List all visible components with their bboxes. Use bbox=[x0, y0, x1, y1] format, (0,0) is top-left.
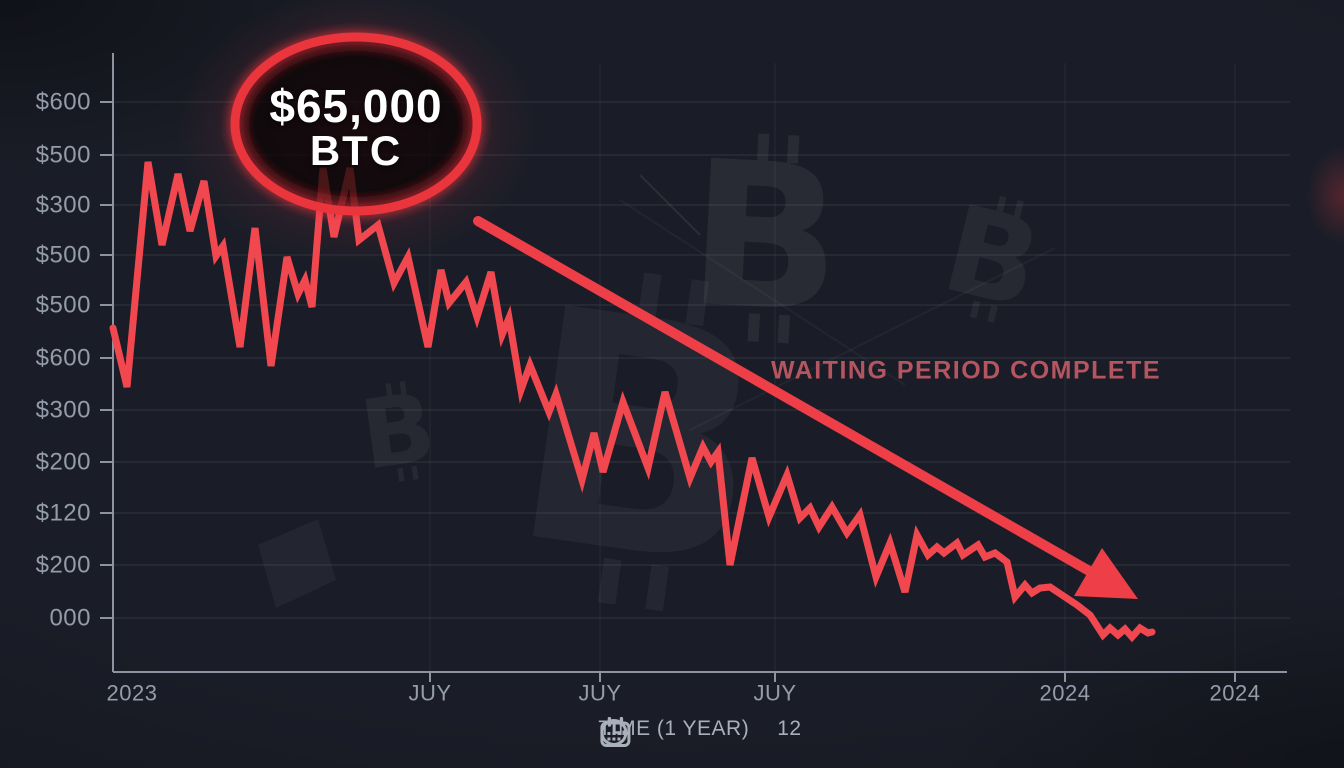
price-callout: $65,000 BTC bbox=[269, 83, 442, 173]
bitcoin-serif-bar bbox=[1013, 200, 1024, 218]
bitcoin-serif-bar bbox=[786, 135, 800, 164]
bitcoin-serif-bar bbox=[969, 300, 981, 319]
y-axis-tick-label: 000 bbox=[49, 605, 91, 632]
callout-ellipse-layer bbox=[230, 32, 482, 216]
bitcoin-serif-bar bbox=[996, 195, 1007, 214]
bitcoin-serif-bar bbox=[637, 272, 662, 320]
trend-arrow-shaft bbox=[473, 216, 1096, 577]
callout-price-text: $65,000 bbox=[269, 80, 443, 133]
bitcoin-serif-bar bbox=[756, 133, 770, 163]
bitcoin-serif-bar bbox=[399, 381, 407, 396]
trend-arrow-layer bbox=[473, 216, 1138, 599]
x-axis-tick-label: 2023 bbox=[107, 681, 158, 706]
bitcoin-serif-bar bbox=[411, 465, 419, 480]
footer-legend: TIME (1 YEAR) 12 bbox=[598, 717, 802, 747]
decor-parallelogram bbox=[258, 519, 336, 608]
time-range-label: TIME (1 YEAR) bbox=[598, 717, 750, 740]
bitcoin-serif-bar bbox=[685, 279, 710, 327]
y-axis-tick-label: $300 bbox=[36, 192, 91, 219]
x-axis-tick-label: 2024 bbox=[1040, 681, 1091, 706]
clock-value-label: 12 bbox=[777, 717, 802, 740]
bitcoin-serif-bar bbox=[645, 564, 670, 612]
bitcoin-serif-bar bbox=[597, 557, 622, 605]
x-axis-tick-label: 2024 bbox=[1210, 681, 1261, 706]
x-axis-tick-label: JUY bbox=[408, 681, 451, 706]
bitcoin-b-glyph: B bbox=[683, 118, 847, 359]
axes-layer bbox=[100, 53, 1287, 682]
clock-icon bbox=[600, 719, 628, 746]
btc-price-line bbox=[109, 161, 1156, 643]
bitcoin-b-glyph: B bbox=[354, 372, 441, 491]
y-axis-tick-label: $120 bbox=[36, 500, 91, 527]
bitcoin-icon: B bbox=[354, 372, 441, 491]
x-axis-tick-label: JUY bbox=[753, 681, 796, 706]
y-axis-tick-label: $600 bbox=[36, 89, 91, 116]
y-axis-tick-label: $200 bbox=[36, 552, 91, 579]
background-decor bbox=[258, 174, 1056, 608]
status-annotation: WAITING PERIOD COMPLETE bbox=[770, 356, 1162, 385]
bitcoin-serif-bar bbox=[747, 313, 761, 342]
callout-asset-text: BTC bbox=[309, 127, 403, 175]
bitcoin-serif-bar bbox=[385, 383, 393, 398]
axis-labels-layer: $600 $500 $300 $500 $500 $600 $300 $200 $120 $200… bbox=[36, 89, 1261, 706]
y-axis-tick-label: $200 bbox=[36, 449, 91, 476]
bitcoin-serif-bar bbox=[397, 467, 405, 482]
trend-arrow-head bbox=[1074, 548, 1138, 599]
price-series-layer bbox=[109, 161, 1156, 643]
bitcoin-serif-bar bbox=[987, 304, 998, 323]
price-callout-ellipse bbox=[230, 32, 482, 216]
y-axis-tick-label: $500 bbox=[36, 242, 91, 269]
y-axis-tick-label: $300 bbox=[36, 397, 91, 424]
y-axis-tick-label: $500 bbox=[36, 142, 91, 169]
bitcoin-icon: B bbox=[683, 118, 847, 359]
y-axis-tick-label: $500 bbox=[36, 292, 91, 319]
x-axis-tick-label: JUY bbox=[578, 681, 621, 706]
bitcoin-serif-bar bbox=[777, 314, 790, 344]
y-axis-tick-label: $600 bbox=[36, 345, 91, 372]
